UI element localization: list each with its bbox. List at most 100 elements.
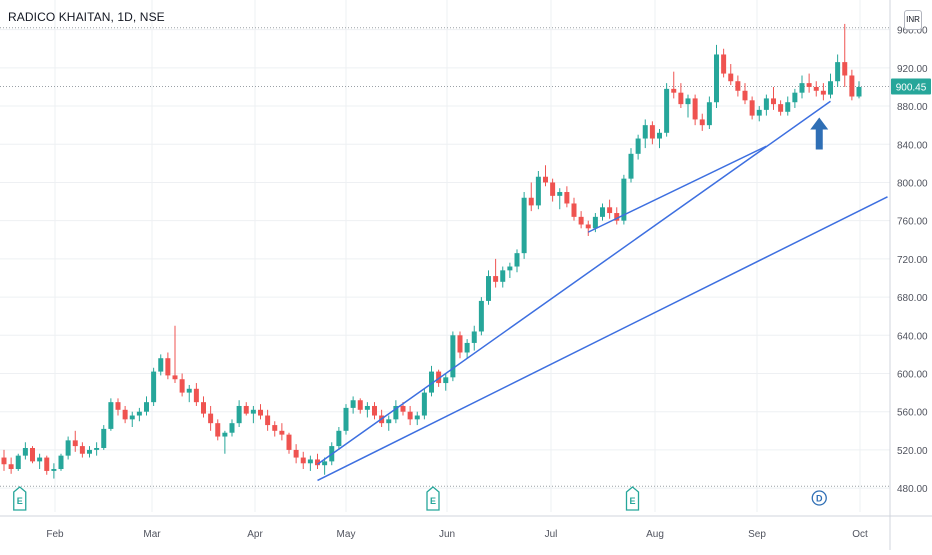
earnings-marker-shape xyxy=(13,486,27,511)
candle-body xyxy=(578,216,584,225)
candle xyxy=(115,398,121,416)
candle xyxy=(735,75,741,97)
candle xyxy=(799,75,805,99)
candle xyxy=(792,88,798,108)
candle xyxy=(642,119,648,149)
candle xyxy=(443,373,449,391)
candle-body xyxy=(543,176,548,183)
candle-body xyxy=(493,276,499,282)
candle-body xyxy=(158,358,164,372)
up-arrow-shape xyxy=(810,117,829,150)
candle-body xyxy=(250,409,256,414)
candle xyxy=(614,207,620,225)
candle xyxy=(144,396,149,416)
candle xyxy=(407,405,413,426)
candle-body xyxy=(621,178,627,221)
candle-body xyxy=(293,449,299,458)
candle-body xyxy=(671,88,677,93)
candle-body xyxy=(72,440,78,447)
candle-body xyxy=(642,125,648,139)
candle xyxy=(742,83,748,105)
candle-body xyxy=(664,88,670,133)
candle-body xyxy=(265,415,271,426)
candle xyxy=(201,396,206,418)
candle-body xyxy=(557,192,563,196)
candle xyxy=(571,197,577,221)
x-tick-label: Oct xyxy=(852,529,868,540)
candle-body xyxy=(749,100,755,116)
candle-body xyxy=(37,457,43,462)
candle-body xyxy=(813,86,819,91)
candle xyxy=(621,174,627,225)
candle-body xyxy=(778,104,784,112)
candle xyxy=(628,148,634,183)
candle-body xyxy=(436,371,442,384)
candle xyxy=(585,220,591,236)
candle xyxy=(122,405,128,424)
candle xyxy=(657,128,662,149)
candle-body xyxy=(322,461,328,466)
earnings-marker: E xyxy=(13,486,27,511)
candle xyxy=(493,258,499,288)
candle-body xyxy=(87,449,92,454)
candle-body xyxy=(393,405,399,420)
candle xyxy=(208,405,214,431)
candle-body xyxy=(94,448,100,450)
candle-body xyxy=(486,276,491,301)
y-tick-label: 560.00 xyxy=(897,408,928,419)
candle-body xyxy=(136,411,142,416)
candle xyxy=(714,44,719,108)
candle-body xyxy=(657,132,662,139)
candle-body xyxy=(842,62,848,76)
earnings-marker-label: E xyxy=(629,496,635,506)
candle xyxy=(22,442,28,460)
candle-body xyxy=(51,469,57,471)
candle-body xyxy=(614,213,620,221)
candle-body xyxy=(186,388,192,393)
candle-body xyxy=(592,216,598,229)
candle-body xyxy=(15,455,21,470)
candle xyxy=(486,270,491,305)
candle-body xyxy=(429,371,434,393)
x-tick-label: May xyxy=(337,529,356,540)
candle-body xyxy=(635,138,641,154)
candle-body xyxy=(193,388,199,403)
candle xyxy=(557,188,563,210)
candle xyxy=(649,121,655,145)
candle xyxy=(272,421,278,437)
candle xyxy=(706,96,712,129)
y-tick-label: 720.00 xyxy=(897,255,928,266)
candle xyxy=(478,297,484,336)
y-tick-label: 520.00 xyxy=(897,446,928,457)
candle xyxy=(678,83,684,108)
candle xyxy=(336,426,342,450)
candle-body xyxy=(407,411,413,420)
candle xyxy=(763,94,769,116)
candle-body xyxy=(400,405,406,412)
candle xyxy=(785,96,791,116)
candle-body xyxy=(721,54,727,74)
candle-body xyxy=(421,392,427,416)
candle xyxy=(165,352,171,380)
trendline xyxy=(317,100,831,465)
candle-body xyxy=(678,92,684,105)
candle xyxy=(635,134,641,160)
candle-body xyxy=(300,457,306,464)
candle-body xyxy=(500,270,506,282)
candle xyxy=(357,398,363,414)
currency-badge[interactable]: INR xyxy=(904,10,922,30)
candle-body xyxy=(151,371,157,403)
candle-body xyxy=(728,73,734,82)
candle xyxy=(699,113,705,131)
candle-body xyxy=(108,402,114,429)
candle-body xyxy=(279,430,285,435)
candle xyxy=(215,419,221,441)
candle-body xyxy=(450,335,456,378)
candle xyxy=(457,331,463,359)
candle xyxy=(535,171,541,210)
candle-body xyxy=(315,459,320,466)
candle-body xyxy=(550,182,556,196)
last-price-tag: 900.45 xyxy=(891,78,931,95)
